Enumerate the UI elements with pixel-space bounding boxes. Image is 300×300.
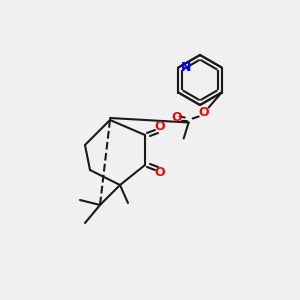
- Text: O: O: [171, 111, 182, 124]
- Text: N: N: [181, 61, 192, 74]
- Text: O: O: [155, 167, 165, 179]
- Text: O: O: [155, 121, 165, 134]
- Text: O: O: [198, 106, 209, 119]
